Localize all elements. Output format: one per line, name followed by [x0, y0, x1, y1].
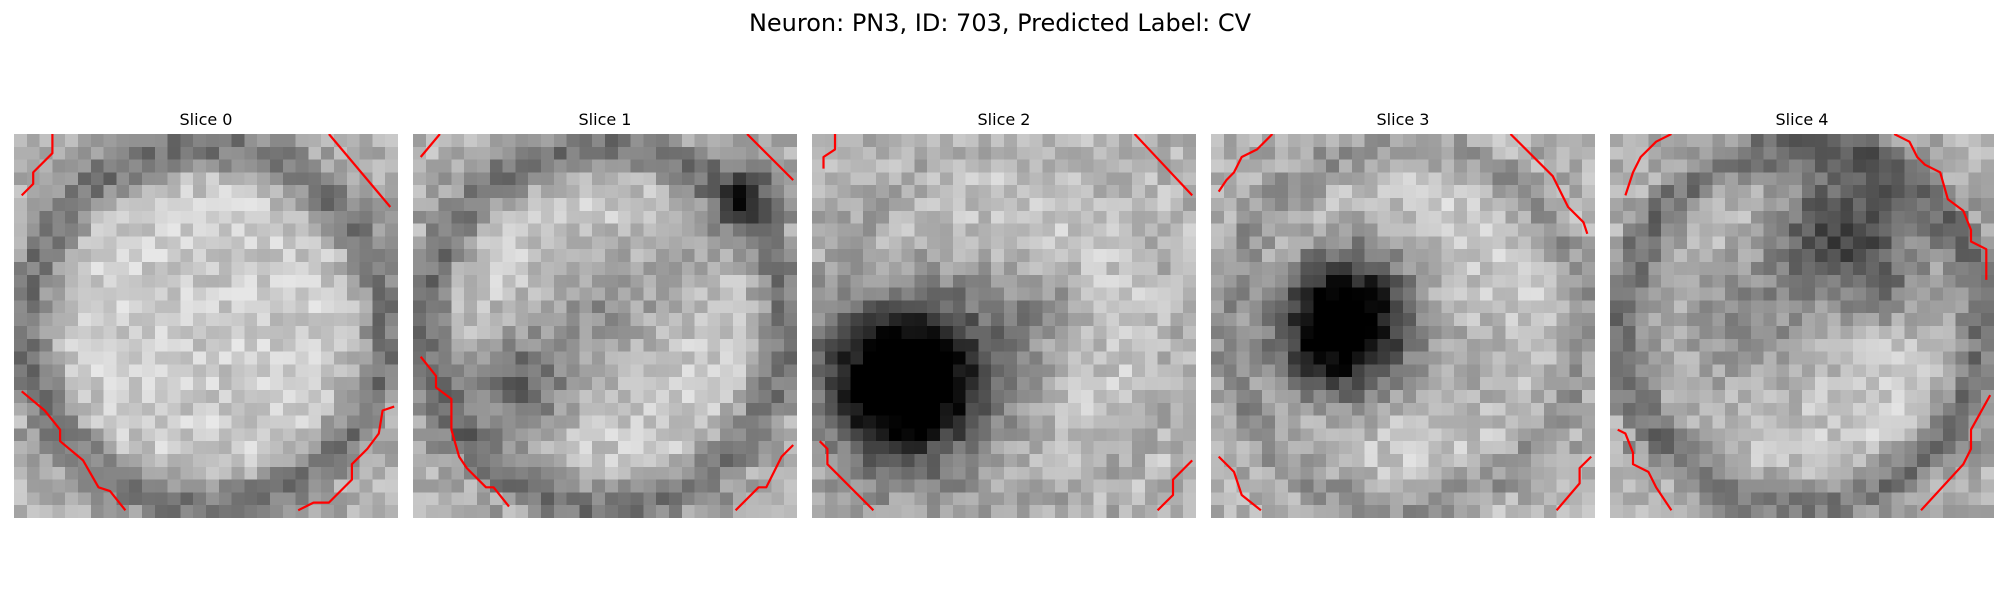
pixel-grid	[1610, 134, 1994, 518]
slice-title: Slice 3	[1376, 110, 1430, 129]
figure-title: Neuron: PN3, ID: 703, Predicted Label: C…	[748, 9, 1252, 37]
contour-line	[822, 134, 837, 169]
pixel-grid	[812, 134, 1196, 518]
slice-panel-3: Slice 3	[1211, 104, 1595, 524]
slice-title: Slice 0	[179, 110, 233, 129]
contour-line	[1893, 134, 1988, 280]
contour-line	[1217, 455, 1262, 512]
contour-line	[734, 444, 794, 512]
pixel-grid	[14, 134, 398, 518]
contour-line	[20, 134, 54, 197]
contour-line	[1624, 134, 1672, 196]
contour-line	[1555, 455, 1592, 512]
slice-title: Slice 4	[1775, 110, 1829, 129]
slice-image	[14, 134, 398, 518]
contour-line	[1509, 134, 1589, 235]
contour-line	[419, 356, 510, 508]
contour-line	[328, 134, 392, 208]
slice-panel-1: Slice 1	[413, 104, 797, 524]
contour-line	[818, 440, 875, 512]
contour-line	[1156, 459, 1193, 512]
slice-image	[1610, 134, 1994, 518]
slice-image	[812, 134, 1196, 518]
slice-panel-4: Slice 4	[1610, 104, 1994, 524]
slice-panel-2: Slice 2	[812, 104, 1196, 524]
pixel-grid	[413, 134, 797, 518]
contour-line	[419, 134, 441, 158]
slice-panel-0: Slice 0	[14, 104, 398, 524]
contour-line	[20, 390, 127, 511]
contour-line	[297, 405, 395, 512]
contour-line	[1133, 134, 1194, 197]
contour-line	[1617, 428, 1673, 511]
slice-image	[1211, 134, 1595, 518]
pixel-grid	[1211, 134, 1595, 518]
contour-line	[1217, 134, 1274, 193]
slice-image	[413, 134, 797, 518]
contour-line	[1920, 394, 1992, 512]
slice-title: Slice 1	[578, 110, 632, 129]
slice-title: Slice 2	[977, 110, 1031, 129]
contour-line	[746, 134, 794, 181]
